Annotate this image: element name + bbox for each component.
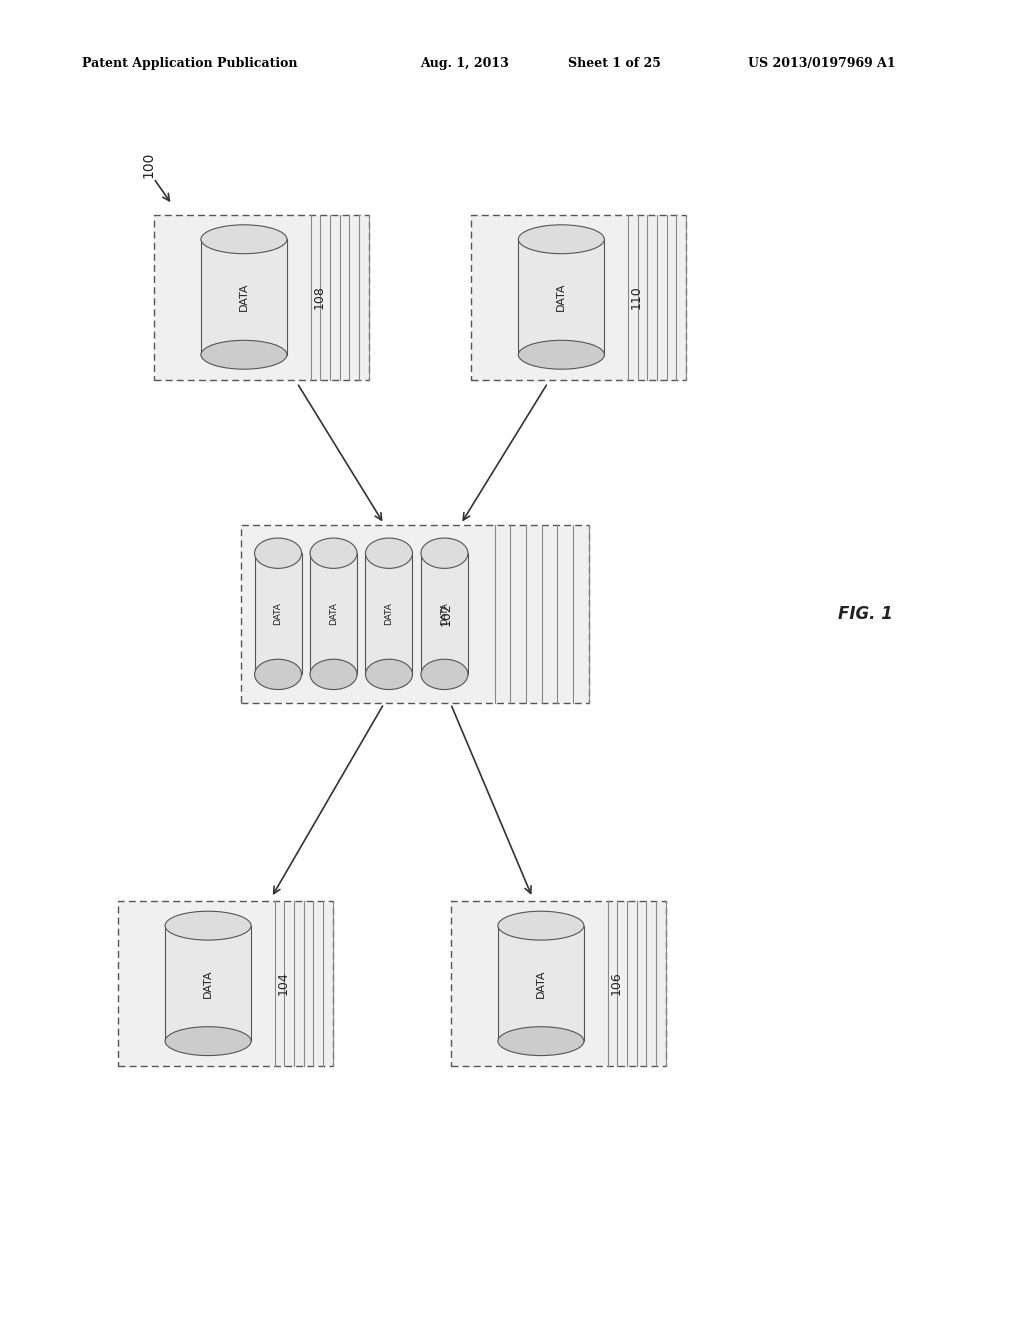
Text: DATA: DATA [440, 602, 449, 626]
Ellipse shape [498, 911, 584, 940]
Text: DATA: DATA [384, 602, 393, 626]
Ellipse shape [165, 1027, 251, 1056]
Text: DATA: DATA [556, 282, 566, 312]
Bar [165, 925, 251, 1041]
Text: DATA: DATA [536, 969, 546, 998]
Bar [498, 925, 584, 1041]
Text: Sheet 1 of 25: Sheet 1 of 25 [568, 57, 662, 70]
Bar [241, 524, 589, 702]
Bar [310, 553, 357, 675]
Ellipse shape [421, 659, 468, 689]
Text: DATA: DATA [203, 969, 213, 998]
Text: DATA: DATA [239, 282, 249, 312]
Ellipse shape [165, 911, 251, 940]
Bar [201, 239, 287, 355]
Bar [255, 553, 302, 675]
Text: DATA: DATA [273, 602, 283, 626]
Text: DATA: DATA [329, 602, 338, 626]
Text: 104: 104 [276, 972, 290, 995]
Ellipse shape [421, 539, 468, 569]
Text: 110: 110 [630, 285, 643, 309]
Ellipse shape [366, 659, 413, 689]
Ellipse shape [255, 659, 302, 689]
Ellipse shape [498, 1027, 584, 1056]
Ellipse shape [201, 224, 287, 253]
Text: Patent Application Publication: Patent Application Publication [82, 57, 297, 70]
Ellipse shape [310, 539, 357, 569]
Ellipse shape [518, 224, 604, 253]
Ellipse shape [366, 539, 413, 569]
Text: 106: 106 [609, 972, 623, 995]
Bar [451, 900, 666, 1067]
Text: 102: 102 [439, 602, 453, 626]
Text: 100: 100 [141, 152, 156, 178]
Text: Aug. 1, 2013: Aug. 1, 2013 [420, 57, 509, 70]
Text: FIG. 1: FIG. 1 [838, 605, 893, 623]
Text: 108: 108 [312, 285, 326, 309]
Ellipse shape [255, 539, 302, 569]
Bar [366, 553, 413, 675]
Ellipse shape [201, 341, 287, 370]
Text: US 2013/0197969 A1: US 2013/0197969 A1 [748, 57, 895, 70]
Bar [154, 214, 369, 380]
Bar [518, 239, 604, 355]
Ellipse shape [518, 341, 604, 370]
Bar [471, 214, 686, 380]
Bar [118, 900, 333, 1067]
Bar [421, 553, 468, 675]
Ellipse shape [310, 659, 357, 689]
